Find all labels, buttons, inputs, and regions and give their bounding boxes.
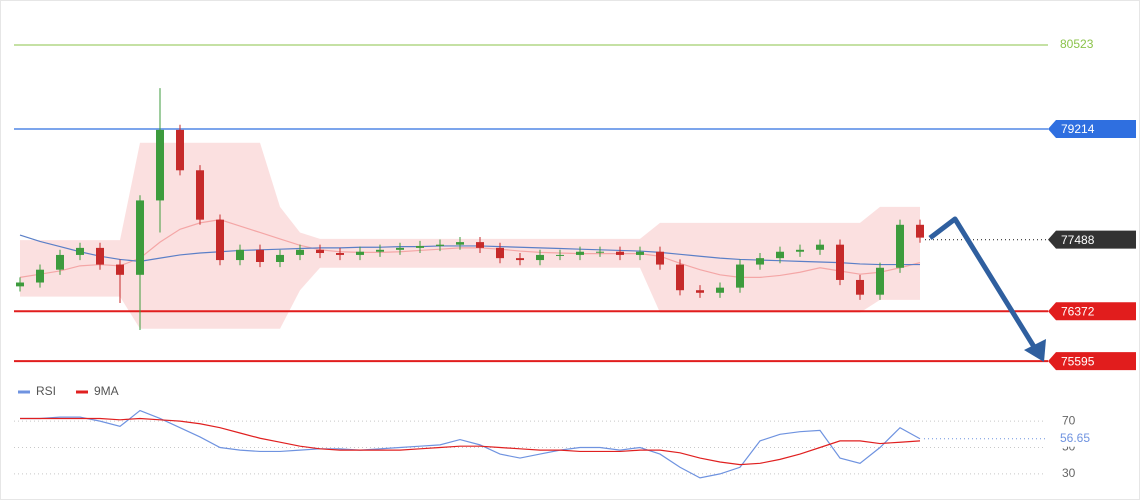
candle-body [396,247,404,250]
candle-body [896,224,904,268]
last-value-label: 56.65 [1060,431,1090,445]
candle-body [216,219,224,261]
candle-body [676,264,684,291]
candle-body [736,264,744,288]
candle-body [316,249,324,254]
forecast-arrowhead [1024,339,1046,362]
legend-label: 9MA [94,384,119,398]
candle-body [596,251,604,253]
candle-body [16,282,24,287]
band-middle [19,219,921,278]
candle-body [156,129,164,201]
candle-body [416,245,424,248]
forecast-arrow [928,216,1039,352]
candle-body [516,258,524,261]
candle-body [496,247,504,259]
candle-body [256,249,264,262]
level-label: 75595 [1061,354,1095,368]
candle-body [756,258,764,265]
candle-body [476,242,484,248]
candle-body [716,287,724,293]
level-badge [1048,352,1136,371]
band-area [20,142,920,329]
candle-body [36,269,44,283]
y-tick-label: 70 [1062,413,1076,427]
candle-body [796,249,804,252]
candle-body [76,247,84,255]
level-label: 77488 [1061,233,1095,247]
candle-body [776,251,784,259]
candle-body [536,254,544,261]
candle-body [356,251,364,255]
candle-body [196,170,204,220]
level-badge [1048,119,1136,138]
last-value-bg [1055,430,1099,447]
candle-body [96,247,104,265]
level-label: 80523 [1060,37,1094,51]
moving-average [19,234,920,266]
candle-body [576,251,584,255]
level-badge [1048,302,1136,321]
candle-body [276,254,284,262]
candle-body [436,244,444,246]
candle-body [296,249,304,255]
plot: 8052379214774887637275595305070RSI9MA56.… [14,37,1136,480]
candle-body [556,254,564,256]
candle-body [456,242,464,245]
candle-body [376,249,384,252]
candle-body [656,251,664,265]
candle-body [56,254,64,270]
candle-body [916,224,924,238]
candle-body [696,290,704,293]
candle-body [116,264,124,275]
level-label: 76372 [1061,304,1095,318]
candle-body [136,200,144,275]
candle-body [336,253,344,255]
candle-body [856,279,864,295]
candle-body [876,267,884,295]
legend-label: RSI [36,384,56,398]
candle-body [176,129,184,171]
series-line [20,409,921,479]
candle-body [836,244,844,280]
candle-body [236,249,244,261]
candle-body [816,244,824,250]
level-label: 79214 [1061,122,1095,136]
series-line [20,417,921,466]
y-tick-label: 30 [1062,466,1076,480]
candle-body [616,251,624,255]
candle-body [636,251,644,255]
level-badge [1048,230,1136,249]
